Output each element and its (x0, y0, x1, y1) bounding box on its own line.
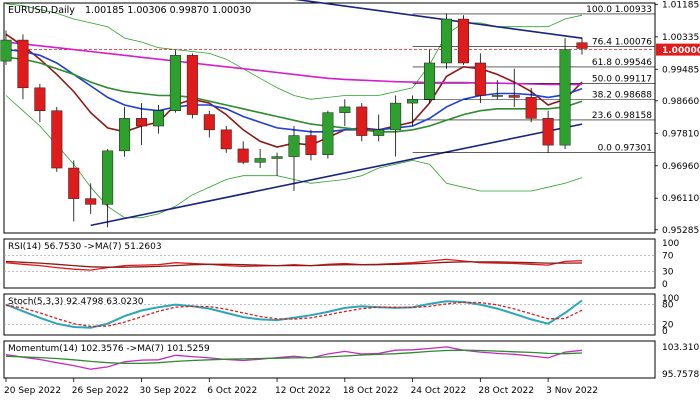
bull-candle (440, 18, 452, 64)
fib-level-label: 50.0 0.99117 (592, 74, 652, 84)
bull-candle (169, 55, 181, 111)
date-axis-label: 12 Oct 2022 (275, 386, 331, 396)
fib-level-label: 100.0 1.00933 (586, 5, 652, 15)
bear-candle (34, 87, 46, 111)
price-scale-label: 1.00335 (662, 33, 699, 43)
price-scale-label: 0.95285 (662, 226, 699, 236)
bear-candle (356, 106, 368, 136)
bull-candle (119, 118, 131, 152)
bear-candle (203, 114, 215, 131)
price-scale-label: 0.99485 (662, 65, 699, 75)
stoch-scale-label: 80 (662, 301, 674, 311)
rsi-scale-label: 0 (662, 280, 668, 290)
stoch-scale-label: 0 (662, 327, 668, 337)
fib-level-label: 38.2 0.98688 (592, 91, 652, 101)
price-scale-label: 0.97810 (662, 129, 699, 139)
band-upper-line (5, 3, 583, 100)
date-axis-label: 26 Sep 2022 (72, 386, 129, 396)
price-scale-label: 0.96960 (662, 162, 699, 172)
bear-candle (186, 55, 198, 115)
rsi-title: RSI(14) 56.7530 ->MA(7) 51.2603 (8, 242, 162, 252)
date-axis-label: 6 Oct 2022 (207, 386, 257, 396)
bear-candle (68, 167, 80, 199)
rsi-scale-label: 100 (662, 239, 679, 249)
bear-candle (508, 95, 520, 98)
ohlc-readout: 1.00185 1.00306 0.99870 1.00030 (85, 5, 251, 16)
current-price-value: 1.00000 (662, 46, 700, 56)
momentum-series-1-line (5, 349, 583, 365)
trendline-0 (90, 123, 583, 227)
stoch-series-0-line (5, 299, 583, 329)
price-scale-label: 0.98660 (662, 97, 699, 107)
moving-average-ma_slow-line (5, 56, 583, 133)
bear-candle (51, 110, 63, 169)
bull-candle (0, 39, 12, 62)
bull-candle (152, 110, 164, 127)
date-axis-label: 28 Oct 2022 (478, 386, 534, 396)
bear-candle (85, 198, 97, 205)
bull-candle (254, 158, 266, 163)
bear-candle (305, 135, 317, 155)
price-scale-label: 1.01185 (662, 0, 699, 10)
momentum-series-0-line (5, 346, 583, 370)
bull-candle (390, 102, 402, 131)
date-axis-label: 3 Nov 2022 (546, 386, 598, 396)
bear-candle (17, 39, 29, 89)
trendline-1 (294, 0, 583, 39)
date-axis-label: 24 Oct 2022 (411, 386, 467, 396)
rsi-scale-label: 70 (662, 251, 674, 261)
bear-candle (525, 97, 537, 119)
fib-level-label: 23.6 0.98158 (592, 111, 652, 121)
rsi-series-1-line (5, 260, 583, 268)
bear-candle (542, 118, 554, 146)
bull-candle (339, 106, 351, 113)
price-scale-label: 0.96110 (662, 194, 699, 204)
date-axis-label: 20 Sep 2022 (4, 386, 61, 396)
stoch-series-1-line (5, 301, 583, 328)
bull-candle (559, 49, 571, 146)
bull-candle (373, 129, 385, 136)
fib-level-label: 61.8 0.99546 (592, 58, 652, 68)
bear-candle (576, 42, 588, 49)
stoch-scale-label: 20 (662, 320, 674, 330)
bear-candle (220, 129, 232, 150)
momentum-panel-frame (3, 340, 656, 379)
bull-candle (322, 112, 334, 155)
current-price-tag (656, 43, 700, 56)
stoch-title: Stoch(5,3,3) 92.4798 63.0230 (8, 297, 144, 307)
date-axis-label: 18 Oct 2022 (343, 386, 399, 396)
bull-candle (491, 95, 503, 97)
fib-level-label: 0.0 0.97301 (598, 144, 652, 154)
momentum-scale-label: 95.7578 (662, 370, 699, 380)
rsi-series-0-line (5, 258, 583, 271)
bear-candle (474, 62, 486, 96)
fib-level-label: 76.4 1.00076 (592, 38, 652, 48)
bear-candle (237, 148, 249, 163)
bull-candle (288, 135, 300, 157)
momentum-scale-label: 103.3101 (662, 343, 700, 353)
rsi-scale-label: 30 (662, 268, 674, 278)
stoch-scale-label: 100 (662, 294, 679, 304)
date-axis-label: 30 Sep 2022 (140, 386, 197, 396)
bear-candle (136, 118, 148, 127)
symbol-label: EURUSD,Daily (8, 5, 75, 16)
bull-candle (102, 150, 114, 205)
bear-candle (457, 18, 469, 64)
bull-candle (407, 99, 419, 104)
moving-average-ma_long-line (5, 41, 582, 86)
bull-candle (271, 156, 283, 159)
momentum-title: Momentum(14) 102.3576 ->MA(7) 101.5259 (8, 344, 210, 354)
bull-candle (424, 62, 436, 100)
